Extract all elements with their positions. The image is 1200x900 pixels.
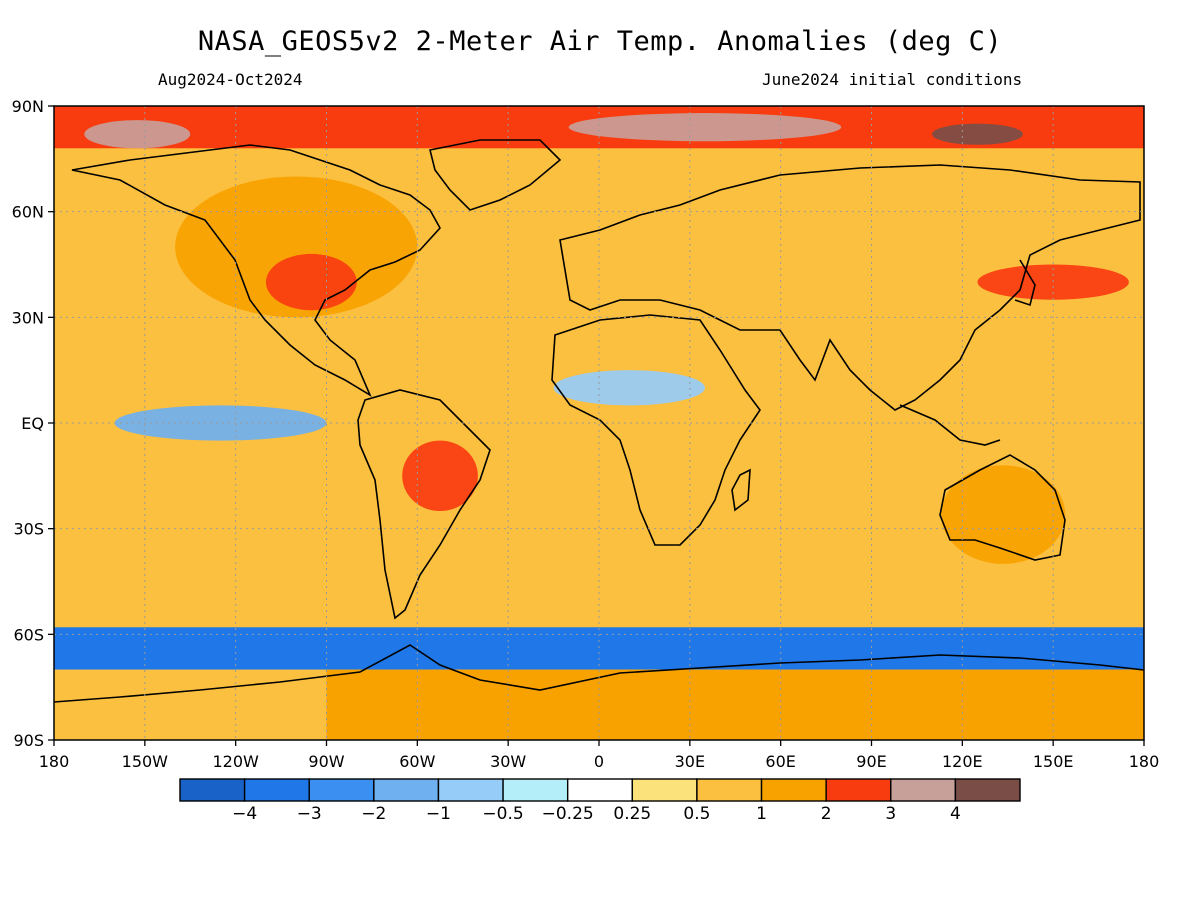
lon-tick-label: 180	[39, 752, 70, 771]
lon-tick-label: 60E	[765, 752, 795, 771]
colorbar-swatch	[566, 778, 634, 802]
lat-tick-label: 90S	[13, 731, 44, 750]
colorbar-label: −1	[426, 804, 451, 824]
region-siberia-coast	[932, 123, 1023, 145]
colorbar-swatch	[890, 778, 957, 802]
region-antarctica-warm	[326, 669, 1144, 740]
lon-tick-label: 30W	[490, 752, 526, 771]
forecast-period: Aug2024-Oct2024	[158, 70, 303, 89]
lon-tick-label: 0	[594, 752, 604, 771]
colorbar-swatch	[760, 778, 827, 802]
colorbar-label: 2	[821, 804, 832, 824]
colorbar-swatch	[631, 778, 698, 802]
colorbar-swatch	[373, 778, 440, 802]
colorbar-label: −4	[232, 804, 257, 824]
colorbar-label: 0.5	[683, 804, 710, 824]
colorbar-swatch	[502, 778, 569, 802]
colorbar-label: −2	[361, 804, 386, 824]
colorbar-swatch	[954, 778, 1021, 802]
lon-tick-label: 60W	[399, 752, 435, 771]
lat-tick-label: EQ	[21, 414, 44, 433]
colorbar-label: 1	[756, 804, 767, 824]
colorbar	[179, 778, 1021, 802]
colorbar-swatch	[437, 778, 504, 802]
grid-lines	[54, 106, 1144, 740]
colorbar-swatch	[179, 778, 246, 802]
lat-tick-label: 30S	[13, 520, 44, 539]
region-equatorial-pacific-cool	[114, 405, 327, 441]
lat-tick-label: 60N	[12, 203, 44, 222]
lat-tick-label: 30N	[12, 308, 44, 327]
lon-tick-label: 180	[1129, 752, 1160, 771]
colorbar-label: 3	[885, 804, 896, 824]
lat-tick-label: 60S	[13, 625, 44, 644]
map-title: NASA_GEOS5v2 2-Meter Air Temp. Anomalies…	[197, 26, 1003, 57]
lon-tick-label: 120E	[942, 752, 983, 771]
colorbar-swatch	[696, 778, 763, 802]
region-south-america-heat	[402, 440, 478, 512]
colorbar-swatch	[308, 778, 375, 802]
lon-tick-label: 120W	[212, 752, 259, 771]
lon-tick-label: 150W	[122, 752, 169, 771]
colorbar-label: −0.25	[542, 804, 594, 824]
colorbar-label: −3	[297, 804, 322, 824]
colorbar-label: −0.5	[482, 804, 523, 824]
region-arctic-warm-north-america	[84, 120, 191, 149]
longitude-axis: 180 150W 120W 90W 60W 30W 0 30E 60E 90E 120E 150E 18…	[39, 740, 1160, 771]
colorbar-label: 0.25	[613, 804, 651, 824]
latitude-axis: 90N 60N 30N EQ 30S 60S 90S	[12, 97, 54, 750]
region-sahel-cool	[553, 370, 705, 406]
lon-tick-label: 90E	[856, 752, 886, 771]
colorbar-swatch	[243, 778, 310, 802]
region-us-heat	[265, 253, 357, 311]
colorbar-label: 4	[950, 804, 961, 824]
lon-tick-label: 90W	[308, 752, 344, 771]
colorbar-swatch	[825, 778, 892, 802]
initial-conditions: June2024 initial conditions	[762, 70, 1023, 89]
region-arctic-warm-siberia	[568, 113, 842, 142]
region-southern-ocean-cool	[54, 627, 1144, 670]
region-japan-sea-heat	[977, 264, 1129, 300]
lon-tick-label: 30E	[675, 752, 705, 771]
coastlines	[54, 139, 1144, 703]
colorbar-labels: −4 −3 −2 −1 −0.5 −0.25 0.25 0.5 1 2 3 4	[232, 804, 961, 824]
lat-tick-label: 90N	[12, 97, 44, 116]
lon-tick-label: 150E	[1033, 752, 1074, 771]
